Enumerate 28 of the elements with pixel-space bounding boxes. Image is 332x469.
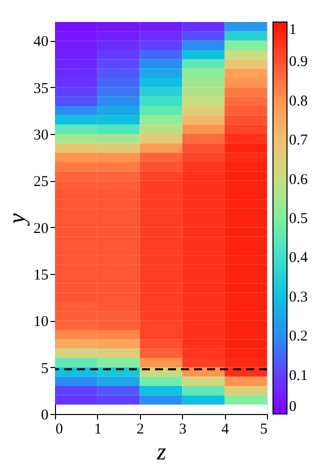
x-tick-label: 1	[94, 422, 102, 438]
color-bar-label: 0.6	[289, 172, 308, 188]
x-tick-label: 3	[178, 422, 186, 438]
color-bar-label: 0.4	[289, 250, 308, 266]
color-bar-label: 0.3	[289, 289, 308, 306]
y-axis-title: y	[4, 212, 30, 226]
color-bar-label: 0.1	[289, 368, 308, 384]
color-bar-label: 1	[289, 22, 296, 38]
y-tick-label: 35	[34, 80, 48, 97]
color-bar-label: 0.7	[289, 132, 308, 149]
y-tick-label: 40	[34, 34, 48, 50]
y-tick-label: 30	[34, 128, 48, 144]
color-bar-label: 0.5	[289, 211, 308, 227]
color-bar-label: 0.9	[289, 54, 308, 70]
y-tick-label: 10	[34, 314, 48, 330]
x-tick-label: 2	[136, 422, 144, 438]
x-tick-label: 4	[221, 422, 230, 438]
x-tick-label: 5	[260, 422, 268, 438]
x-tick-label: 0	[56, 422, 63, 438]
x-axis-title: z	[156, 440, 167, 466]
color-bar-label: 0.2	[289, 328, 308, 345]
y-tick-label: 0	[41, 408, 48, 424]
y-tick-label: 25	[34, 174, 48, 190]
color-bar-label: 0	[289, 399, 296, 415]
y-tick-label: 20	[34, 220, 48, 237]
color-bar-label: 0.8	[289, 93, 308, 110]
y-tick-label: 5	[41, 360, 48, 377]
y-tick-label: 15	[34, 268, 48, 284]
